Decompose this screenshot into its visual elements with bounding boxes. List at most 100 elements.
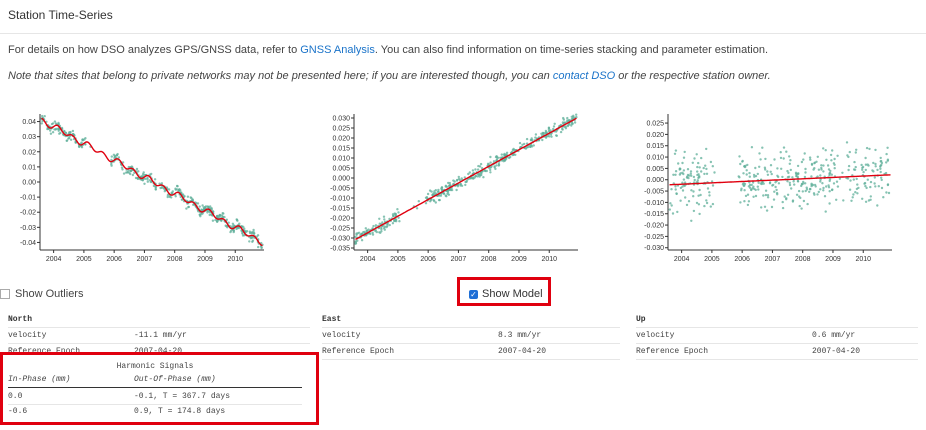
contact-dso-link[interactable]: contact DSO (552, 70, 616, 82)
data-point (697, 203, 701, 206)
data-point (211, 219, 215, 222)
data-point (555, 134, 558, 137)
data-point (779, 151, 782, 154)
data-point (398, 220, 401, 223)
data-point (673, 152, 677, 155)
data-point (191, 198, 194, 201)
east-timeseries-chart: 0.030 0.025 0.020 0.015 0.010 0.005 0.000 -0.00… (322, 108, 582, 268)
data-point (836, 185, 840, 188)
x-tick-label: 2010 (541, 256, 557, 263)
data-point (238, 222, 241, 225)
data-point (415, 207, 419, 210)
data-point (741, 159, 744, 163)
data-point (489, 168, 492, 172)
data-point (867, 164, 870, 167)
data-point (802, 199, 806, 203)
data-point (471, 169, 475, 172)
data-point (700, 156, 703, 160)
data-point (365, 234, 368, 237)
note-text-start: Note that sites that belong to private n… (8, 70, 553, 82)
data-point (874, 148, 877, 152)
data-point (229, 230, 232, 234)
data-point (371, 233, 375, 236)
data-point (563, 125, 566, 128)
data-point (436, 190, 440, 193)
model-line (41, 117, 263, 247)
data-point (670, 204, 673, 207)
show-outliers-toggle[interactable]: Show Outliers (0, 288, 83, 300)
data-point (566, 124, 569, 128)
data-point (819, 180, 822, 183)
data-point (687, 200, 691, 203)
data-point (871, 169, 874, 172)
data-point (791, 176, 794, 179)
data-point (547, 126, 551, 129)
data-point (763, 166, 767, 169)
data-point (819, 188, 822, 191)
gnss-analysis-link[interactable]: GNSS Analysis (300, 44, 375, 56)
intro-text: For details on how DSO analyzes GPS/GNSS… (8, 44, 768, 56)
data-point (480, 173, 483, 177)
show-model-toggle[interactable]: ✓ Show Model (469, 288, 543, 300)
x-tick-label: 2005 (704, 256, 720, 263)
y-tick-label: -0.015 (644, 211, 664, 218)
data-point (198, 205, 201, 208)
data-point (671, 212, 675, 215)
data-point (540, 132, 543, 135)
data-point (117, 156, 121, 159)
data-point (67, 137, 70, 140)
data-point (685, 203, 689, 207)
data-point (674, 170, 678, 173)
data-point (693, 157, 696, 160)
x-tick-label: 2008 (481, 256, 497, 263)
data-point (46, 127, 49, 131)
data-point (378, 222, 381, 225)
data-point (793, 183, 796, 186)
data-point (879, 167, 882, 170)
data-point (833, 167, 836, 170)
data-point (457, 177, 461, 181)
data-point (69, 130, 72, 134)
data-point (869, 195, 872, 198)
data-point (428, 189, 432, 192)
data-point (824, 210, 827, 213)
data-point (221, 212, 224, 215)
data-point (802, 158, 805, 161)
table-header: North (8, 315, 33, 324)
table-header: Up (636, 315, 646, 324)
east-chart-svg: 0.030 0.025 0.020 0.015 0.010 0.005 0.000 -0.00… (330, 113, 578, 263)
data-point (804, 182, 807, 185)
data-point (764, 189, 768, 192)
data-point (570, 124, 573, 127)
y-tick-label: 0.005 (646, 166, 664, 173)
x-tick-label: 2009 (197, 256, 213, 263)
data-point (514, 153, 517, 156)
data-point (833, 163, 836, 166)
show-outliers-checkbox[interactable] (0, 289, 10, 299)
data-point (743, 165, 746, 168)
data-point (683, 150, 686, 154)
data-point (146, 178, 149, 181)
data-point (380, 226, 383, 230)
data-point (827, 186, 831, 189)
data-point (835, 180, 839, 183)
data-point (393, 219, 397, 223)
data-point (861, 197, 864, 200)
y-tick-label: -0.030 (644, 245, 664, 252)
data-point (745, 173, 748, 176)
data-point (857, 186, 860, 190)
data-point (880, 159, 883, 163)
data-point (158, 182, 161, 185)
data-point (681, 189, 685, 192)
show-model-checkbox[interactable]: ✓ (469, 289, 478, 299)
table-value: 0.6 mm/yr (812, 331, 856, 340)
data-point (822, 170, 825, 173)
x-tick-label: 2004 (360, 256, 376, 263)
data-point (553, 122, 556, 125)
show-outliers-label: Show Outliers (15, 288, 84, 300)
data-point (825, 158, 828, 161)
data-point (748, 175, 751, 178)
data-point (746, 193, 750, 196)
data-point (829, 169, 832, 173)
data-point (750, 146, 754, 149)
